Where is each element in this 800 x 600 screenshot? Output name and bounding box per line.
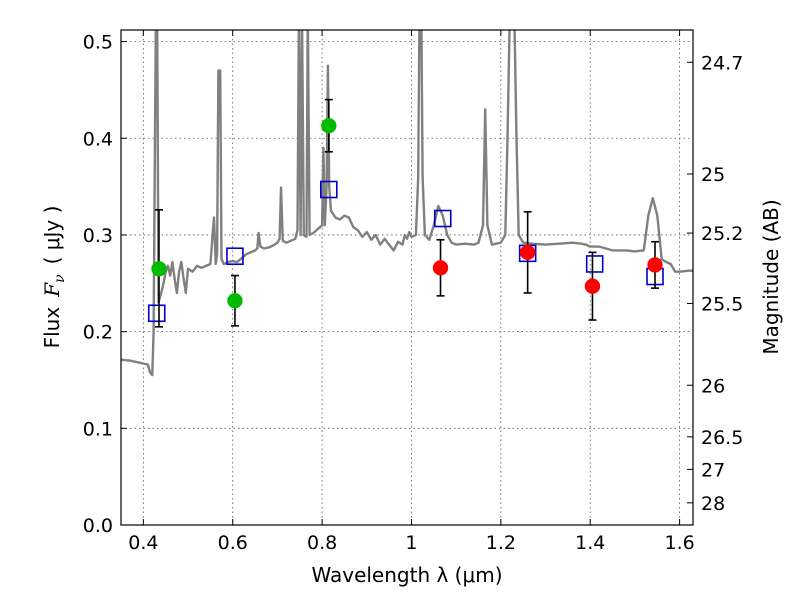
- model-photometry-square: [147, 304, 166, 323]
- y-axis-label: Flux Fν ( μJy ): [40, 206, 68, 349]
- x-tick-label: 0.4: [128, 532, 158, 554]
- observed-point: [647, 257, 663, 273]
- y-axis-label-symbol: F: [40, 282, 64, 298]
- model-photometry-square: [319, 180, 338, 199]
- y2-tick-label: 26.5: [701, 427, 743, 449]
- y-tick-label: 0.0: [83, 515, 113, 537]
- y2-axis-label: Magnitude (AB): [759, 199, 783, 354]
- plot-frame: [120, 29, 694, 526]
- y-tick-label: 0.2: [83, 322, 113, 344]
- y-tick-label: 0.1: [83, 418, 113, 440]
- y-tick-label: 0.4: [83, 128, 113, 150]
- spectrum-line: [121, 30, 693, 377]
- observed-point: [432, 260, 449, 276]
- x-tick-label: 1.4: [575, 532, 605, 554]
- observed-point: [227, 292, 243, 309]
- y-axis-label-unit: ( μJy ): [40, 206, 64, 265]
- model-photometry-square: [226, 247, 244, 266]
- ticks: 0.4 0.6 0.8 1 1.2 1.4 1.6 0.0 0.1 0.2 0.3 0.4 0.5 24.…: [83, 30, 743, 554]
- x-tick-label: 1.6: [664, 532, 694, 554]
- model-photometry-square: [585, 255, 604, 273]
- x-tick-label: 1: [405, 532, 417, 554]
- y-axis-label-subscript: ν: [52, 274, 68, 283]
- y2-tick-label: 25: [701, 164, 725, 186]
- model-photometry-square: [433, 209, 452, 228]
- x-axis-label: Wavelength λ (μm): [311, 563, 502, 587]
- x-tick-label: 1.2: [486, 532, 516, 554]
- y2-tick-label: 24.7: [701, 52, 743, 74]
- observed-point: [151, 261, 167, 277]
- y2-tick-label: 28: [701, 493, 725, 515]
- x-tick-label: 0.6: [218, 532, 248, 554]
- observed-point: [584, 278, 601, 294]
- y-tick-label: 0.3: [83, 225, 113, 247]
- observed-point: [519, 244, 536, 261]
- y-tick-label: 0.5: [83, 32, 113, 54]
- grid: [121, 30, 693, 525]
- plot-area: [121, 30, 693, 377]
- y2-tick-label: 25.2: [701, 223, 743, 245]
- y-axis-label-flux: Flux: [40, 307, 64, 349]
- y2-tick-label: 27: [701, 459, 725, 481]
- x-tick-label: 0.8: [307, 532, 337, 554]
- observed-point: [321, 117, 337, 134]
- y2-tick-label: 25.5: [701, 294, 743, 316]
- y2-tick-label: 26: [701, 375, 725, 397]
